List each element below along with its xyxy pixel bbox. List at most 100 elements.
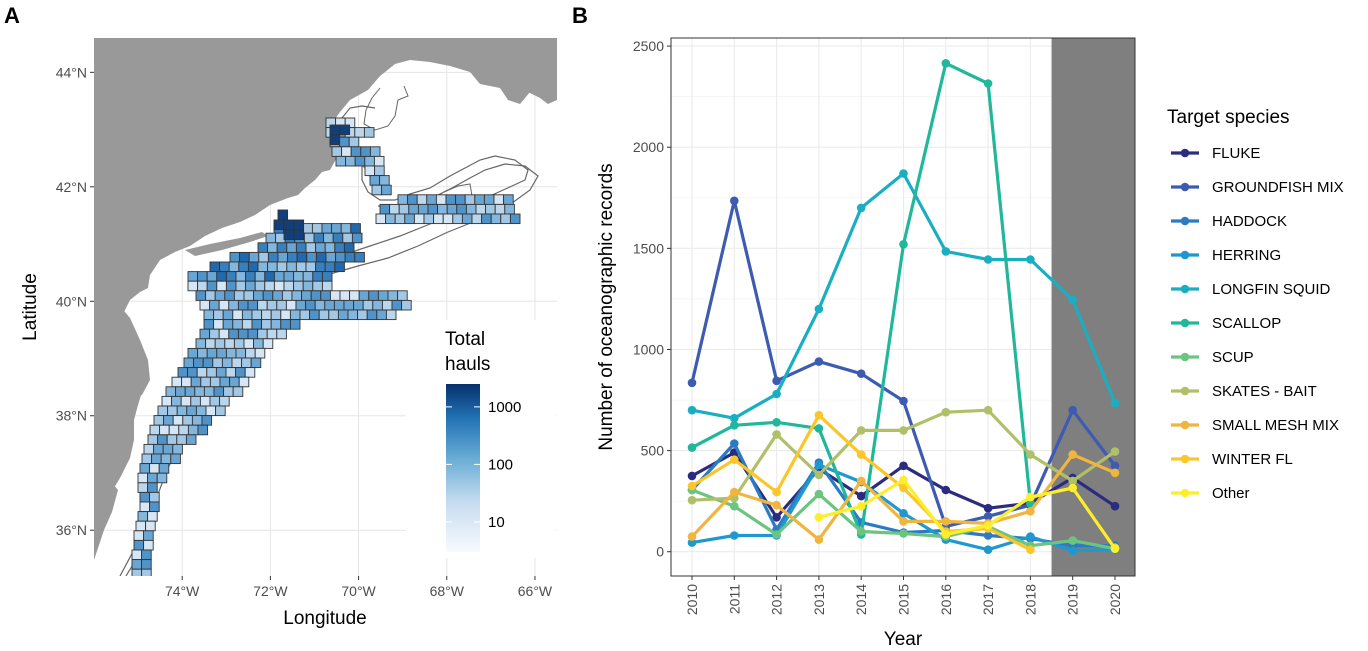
haul-cell [371, 184, 383, 196]
haul-cell [446, 203, 458, 215]
legend-marker-skates-bait [1180, 386, 1190, 396]
haul-cell [329, 290, 341, 301]
haul-cell [311, 223, 323, 234]
haul-cell [239, 251, 250, 263]
haul-cell [216, 347, 227, 359]
haul-cell [360, 146, 371, 157]
haul-cell [381, 184, 392, 196]
data-point-other [1110, 544, 1120, 553]
data-point-other [1068, 483, 1077, 493]
data-point-fluke [1110, 501, 1120, 511]
haul-cell [195, 405, 207, 417]
haul-cell [397, 290, 408, 301]
haul-cell [280, 309, 291, 321]
legend-marker-longfin-squid [1180, 284, 1190, 294]
haul-cell [305, 242, 317, 253]
haul-cell [350, 223, 361, 234]
legend-label-small-mesh-mix: SMALL MESH MIX [1212, 417, 1339, 434]
haul-cell [321, 223, 333, 234]
legend-label-skates-bait: SKATES - BAIT [1212, 383, 1317, 400]
haul-cell [232, 386, 244, 397]
map-x-tick-label: 70°W [341, 583, 376, 599]
haul-cell [261, 319, 272, 330]
haul-cell [286, 242, 297, 253]
data-point-other [983, 521, 993, 530]
data-point-skates-bait [899, 426, 908, 435]
haul-cell [139, 463, 151, 474]
haul-cell [364, 165, 376, 177]
haul-cell [156, 472, 168, 484]
data-point-groundfish-mix [772, 376, 781, 386]
haul-cell [244, 367, 256, 378]
map-x-tick-label: 66°W [518, 583, 553, 599]
haul-cell [363, 127, 375, 138]
haul-cell [262, 290, 274, 301]
haul-cell [251, 309, 263, 321]
haul-cell [408, 203, 419, 215]
data-point-scallop [1026, 498, 1035, 508]
data-point-groundfish-mix [899, 396, 908, 406]
haul-cell [334, 242, 345, 253]
haul-cell [248, 251, 260, 263]
haul-cell [159, 424, 170, 436]
haul-cell [237, 299, 249, 311]
haul-cell [456, 203, 467, 215]
haul-cell [187, 367, 198, 378]
haul-cell [273, 271, 285, 282]
haul-cell [135, 520, 147, 532]
haul-cell [318, 309, 330, 321]
haul-cell [357, 309, 368, 321]
haul-cell [257, 242, 269, 253]
data-point-herring [687, 538, 697, 547]
data-point-small-mesh-mix [772, 500, 781, 510]
haul-cell-hotspot [293, 219, 305, 231]
haul-cell [232, 309, 243, 321]
panel-a-label: A [4, 3, 20, 28]
haul-cell [273, 280, 285, 292]
haul-cell [332, 232, 344, 244]
haul-cell [214, 290, 226, 301]
haul-cell [287, 251, 298, 263]
legend-label-longfin-squid: LONGFIN SQUID [1212, 281, 1331, 298]
haul-cell [182, 415, 193, 426]
map-y-tick-label: 40°N [56, 293, 87, 309]
haul-cell [228, 261, 240, 273]
colorbar-title-line1: Total [445, 329, 485, 350]
haul-cell [241, 309, 253, 321]
data-point-groundfish-mix [983, 512, 993, 521]
haul-cell [500, 213, 511, 225]
data-point-fluke [899, 461, 908, 471]
haul-cell [324, 299, 335, 311]
haul-cell [215, 405, 226, 417]
haul-cell [194, 386, 205, 397]
haul-cell [178, 424, 189, 436]
haul-cell [312, 280, 323, 292]
haul-cell [306, 251, 317, 263]
data-point-groundfish-mix [730, 196, 739, 206]
line-x-tick-label: 2015 [896, 584, 912, 615]
data-point-longfin-squid [941, 247, 951, 256]
haul-cell [342, 232, 353, 244]
haul-cell [137, 511, 149, 522]
line-x-tick-label: 2018 [1022, 584, 1038, 615]
haul-cell [345, 155, 356, 167]
haul-cell [270, 309, 282, 321]
haul-cell [141, 568, 152, 576]
data-point-fluke [856, 491, 866, 501]
haul-cell [281, 290, 293, 301]
line-x-tick-label: 2020 [1107, 584, 1123, 615]
haul-cell [351, 232, 363, 244]
legend-marker-other [1180, 488, 1190, 498]
haul-cell [177, 367, 189, 378]
haul-cell [153, 443, 164, 455]
line-x-tick-label: 2010 [684, 584, 700, 615]
data-point-scallop [772, 418, 781, 427]
haul-cell [397, 194, 409, 205]
haul-cell [262, 338, 274, 349]
haul-cell [270, 319, 282, 330]
haul-cell [185, 434, 197, 445]
haul-cell [243, 338, 255, 349]
haul-cell [233, 338, 245, 349]
haul-cell [339, 290, 351, 301]
line-x-tick-label: 2019 [1065, 584, 1081, 615]
